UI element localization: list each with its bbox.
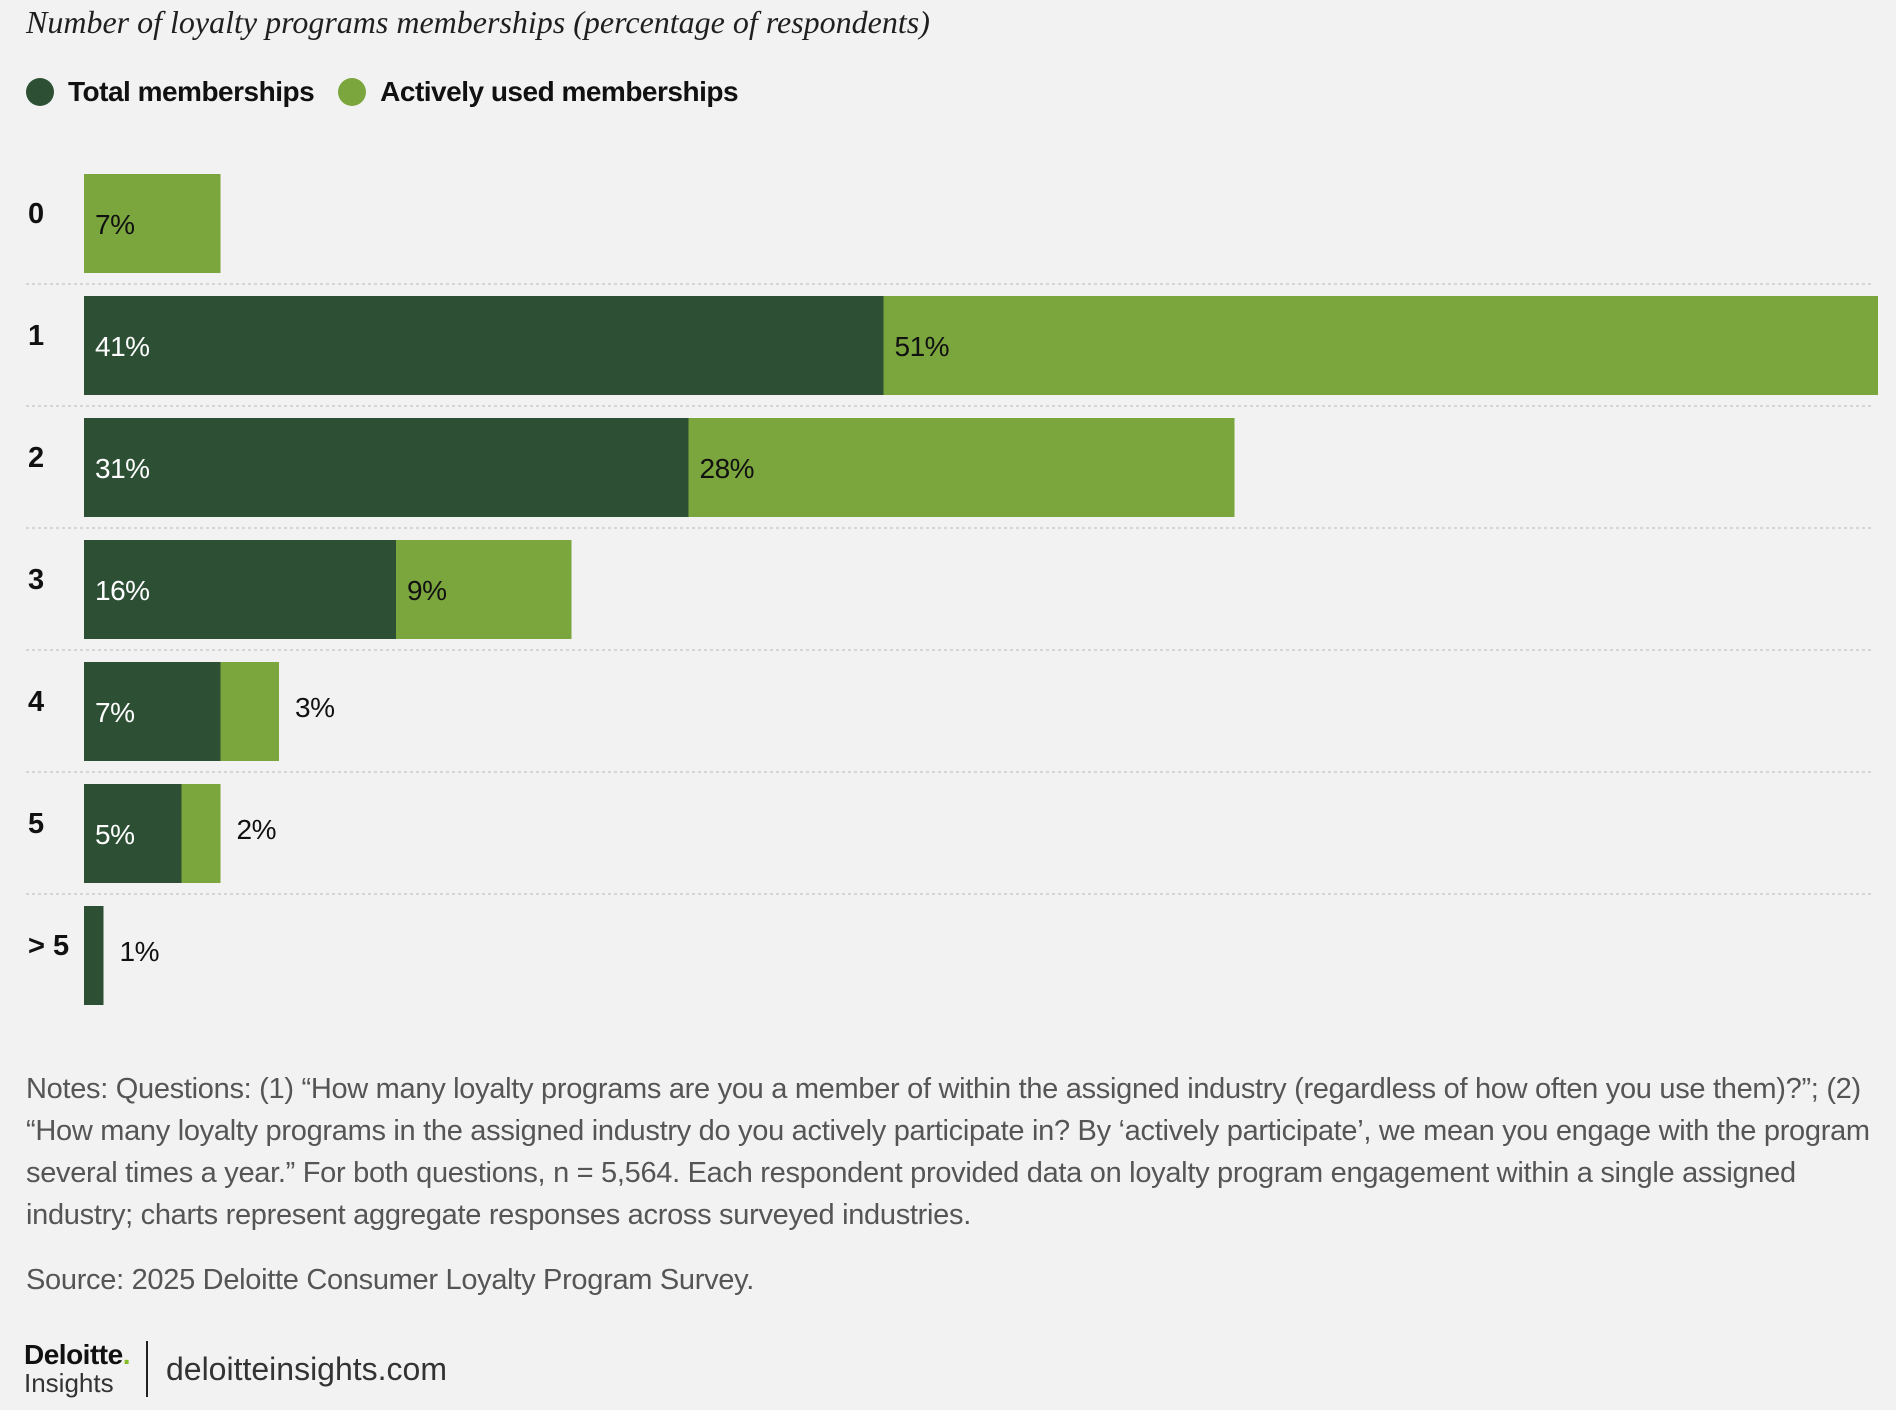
site-link[interactable]: deloitteinsights.com: [165, 1350, 447, 1387]
data-label: 3%: [295, 692, 334, 723]
bar-total: [84, 540, 396, 639]
data-label: 2%: [237, 814, 276, 845]
data-label: 51%: [895, 331, 950, 362]
bar-active: [396, 540, 572, 639]
bar-active: [84, 174, 221, 273]
category-label: 5: [28, 808, 44, 840]
chart-notes: Notes: Questions: (1) “How many loyalty …: [26, 1073, 1870, 1231]
legend: Total memberships Actively used membersh…: [26, 72, 748, 112]
data-label: 7%: [95, 209, 134, 240]
category-label: > 5: [28, 930, 69, 962]
bar-total: [84, 906, 104, 1005]
data-label: 16%: [95, 575, 150, 606]
footer: Deloitte. Insights deloitteinsights.com: [24, 1340, 447, 1398]
bar-total: [84, 784, 182, 883]
bar-active: [688, 418, 1235, 517]
legend-item-active: Actively used memberships: [338, 76, 739, 108]
bar-active: [181, 784, 221, 883]
data-label: 28%: [700, 453, 755, 484]
logo-dot: .: [122, 1339, 131, 1370]
legend-swatch-active: [338, 78, 367, 106]
bar-total: [84, 296, 884, 395]
category-label: 4: [28, 686, 44, 718]
legend-item-total: Total memberships: [26, 76, 315, 108]
logo-subtitle: Insights: [24, 1368, 114, 1398]
bar-total: [84, 662, 221, 761]
chart-source: Source: 2025 Deloitte Consumer Loyalty P…: [26, 1264, 754, 1296]
data-label: 7%: [95, 697, 134, 728]
bar-total: [84, 418, 689, 517]
data-label: 31%: [95, 453, 150, 484]
data-label: 41%: [95, 331, 150, 362]
logo-word: Deloitte.: [24, 1339, 131, 1370]
data-label: 5%: [95, 819, 134, 850]
category-label: 3: [28, 564, 44, 596]
legend-label-active: Actively used memberships: [380, 76, 739, 107]
data-label: 1%: [120, 936, 159, 967]
bar-active: [220, 662, 279, 761]
category-label: 0: [28, 198, 44, 230]
chart-title: Number of loyalty programs memberships (…: [26, 4, 930, 40]
deloitte-insights-logo: Deloitte. Insights: [24, 1341, 148, 1397]
legend-label-total: Total memberships: [68, 76, 315, 107]
bar-active: [883, 296, 1878, 395]
bar-chart: 0 7% 1 41% 51% 2 31% 28% 3 16% 9% 4 7% 3% 5 5% 2% > 5 1%: [26, 174, 1878, 1005]
data-label: 9%: [407, 575, 446, 606]
category-label: 1: [28, 320, 44, 352]
category-label: 2: [28, 442, 44, 474]
legend-swatch-total: [26, 78, 54, 106]
